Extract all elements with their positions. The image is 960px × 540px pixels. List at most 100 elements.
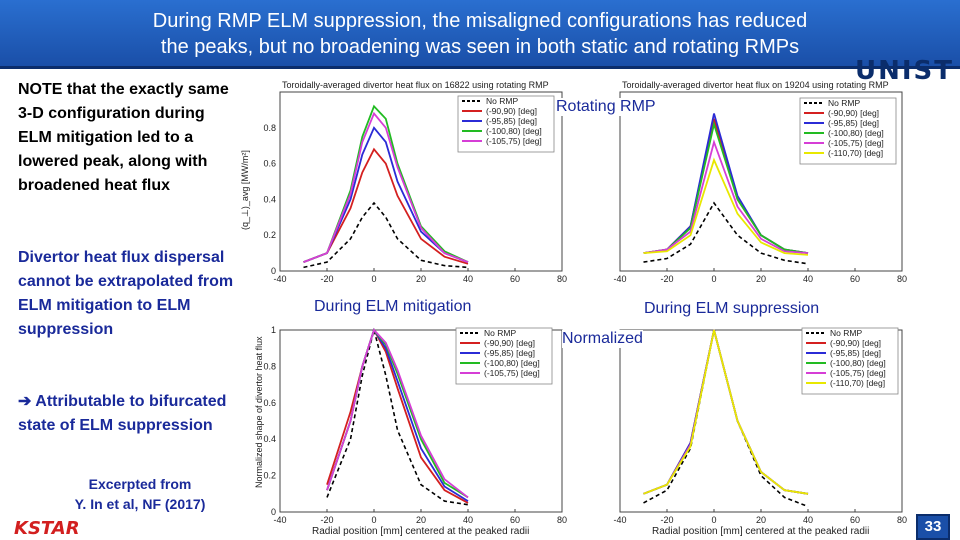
series-line [643, 329, 809, 495]
x-tick-label: 20 [756, 515, 766, 525]
plot-bottom-right: -40 -20 0 20 40 60 80 No RMP(-90,90) [deg](-95,… [613, 327, 907, 525]
page-number: 33 [916, 514, 950, 540]
series-line [326, 327, 469, 504]
x-tick-label: 20 [416, 274, 426, 284]
series-line [303, 147, 469, 265]
legend-box [457, 95, 555, 153]
x-tick-label: -20 [660, 515, 673, 525]
x-tick-label: 0 [711, 515, 716, 525]
plot-top-right: -40 -20 0 20 40 60 80 No RMP(-90,90) [deg](-95,… [613, 91, 907, 284]
legend-label: No RMP [828, 98, 860, 108]
note-text: NOTE that the exactly same 3-D configura… [18, 81, 229, 194]
plot-top-right-title: Toroidally-averaged divertor heat flux o… [622, 80, 889, 90]
x-tick-label: 80 [897, 274, 907, 284]
x-tick-label: 0 [371, 515, 376, 525]
x-tick-label: 40 [803, 274, 813, 284]
x-tick-label: 80 [557, 515, 567, 525]
legend-label: (-95,85) [deg] [830, 348, 881, 358]
legend-label: (-95,85) [deg] [828, 118, 879, 128]
x-tick-label: 60 [850, 515, 860, 525]
legend-label: (-90,90) [deg] [828, 108, 879, 118]
x-tick-label: 40 [463, 515, 473, 525]
legend-label: (-95,85) [deg] [486, 116, 537, 126]
y-tick-label: 0.4 [263, 434, 276, 444]
x-tick-label: 40 [803, 515, 813, 525]
x-tick-label: 60 [850, 274, 860, 284]
legend-label: No RMP [830, 328, 862, 338]
legend-label: (-105,75) [deg] [486, 136, 542, 146]
legend-label: (-110,70) [deg] [828, 148, 883, 158]
x-tick-label: 0 [371, 274, 376, 284]
plot-bottom-left-x-label: Radial position [mm] centered at the pea… [312, 526, 530, 537]
plot-bottom-right-x-label: Radial position [mm] centered at the pea… [652, 526, 870, 537]
y-tick-label: 0.2 [263, 230, 276, 240]
x-tick-label: -40 [273, 515, 286, 525]
plot-top-y-label: (q_⊥)_avg [MW/m²] [240, 150, 250, 230]
plot-bottom-y-label: Normalized shape of divertor heat flux [254, 336, 264, 488]
legend-label: (-100,80) [deg] [484, 358, 540, 368]
attribution-text: ➔ Attributable to bifurcated state of EL… [18, 393, 227, 434]
plot-top-left: -40 -20 0 20 40 60 80 0 0.2 0.4 0.6 0.8 No RMP(-90,9… [263, 91, 567, 284]
slide-title: During RMP ELM suppression, the misalign… [20, 8, 940, 60]
slide-title-line-1: During RMP ELM suppression, the misalign… [152, 10, 808, 32]
series-line [303, 111, 469, 263]
series-line [326, 326, 469, 506]
x-tick-label: -20 [660, 274, 673, 284]
legend-label: (-100,80) [deg] [486, 126, 542, 136]
x-tick-label: -20 [320, 274, 333, 284]
x-tick-label: 60 [510, 515, 520, 525]
unist-logo: UNIST [854, 56, 954, 86]
slide-title-line-2: the peaks, but no broadening was seen in… [160, 36, 800, 58]
callout-rotating: Rotating RMP [556, 98, 656, 116]
series-line [303, 126, 469, 263]
plot-bottom-left: -40 -20 0 20 40 60 80 0 0.2 0.4 0.6 0.8 1 No RMP(-90,… [263, 325, 567, 525]
x-tick-label: -40 [613, 515, 626, 525]
legend-label: (-100,80) [deg] [830, 358, 886, 368]
legend-label: No RMP [486, 96, 518, 106]
legend-label: (-105,75) [deg] [830, 368, 886, 378]
slide-title-bar: During RMP ELM suppression, the misalign… [0, 0, 960, 69]
x-tick-label: -20 [320, 515, 333, 525]
y-tick-label: 0 [271, 266, 276, 276]
legend-label: (-100,80) [deg] [828, 128, 884, 138]
x-tick-label: 80 [897, 515, 907, 525]
kstar-logo: KSTAR [14, 518, 80, 539]
y-tick-label: 0.2 [263, 471, 276, 481]
y-tick-label: 0.4 [263, 194, 276, 204]
legend-box [455, 327, 553, 385]
y-tick-label: 0.8 [263, 123, 276, 133]
x-tick-label: -40 [273, 274, 286, 284]
excerpt-citation: Excerpted from Y. In et al, NF (2017) [40, 474, 240, 514]
legend-label: (-105,75) [deg] [484, 368, 540, 378]
series-line [643, 139, 809, 254]
x-tick-label: 0 [711, 274, 716, 284]
legend-label: No RMP [484, 328, 516, 338]
legend-label: (-90,90) [deg] [484, 338, 535, 348]
legend-label: (-90,90) [deg] [830, 338, 881, 348]
plot-top-left-title: Toroidally-averaged divertor heat flux o… [282, 80, 549, 90]
legend-label: (-95,85) [deg] [484, 348, 535, 358]
callout-mitigation: During ELM mitigation [314, 298, 472, 316]
y-tick-label: 0.8 [263, 361, 276, 371]
y-tick-label: 0 [271, 507, 276, 517]
legend-label: (-110,70) [deg] [830, 378, 885, 388]
x-tick-label: 20 [756, 274, 766, 284]
callout-suppression: During ELM suppression [644, 300, 820, 318]
excerpt-line-2: Y. In et al, NF (2017) [74, 496, 206, 512]
x-tick-label: 40 [463, 274, 473, 284]
x-tick-label: 80 [557, 274, 567, 284]
y-tick-label: 0.6 [263, 398, 276, 408]
y-tick-label: 0.6 [263, 159, 276, 169]
divertor-text: Divertor heat flux dispersal cannot be e… [18, 249, 234, 338]
x-tick-label: -40 [613, 274, 626, 284]
y-tick-label: 1 [271, 325, 276, 335]
x-tick-label: 20 [416, 515, 426, 525]
legend-label: (-105,75) [deg] [828, 138, 884, 148]
series-line [643, 201, 809, 265]
series-line [326, 328, 469, 499]
excerpt-line-1: Excerpted from [88, 476, 192, 492]
x-tick-label: 60 [510, 274, 520, 284]
callout-normalized: Normalized [562, 330, 643, 348]
series-line [643, 157, 809, 256]
legend-label: (-90,90) [deg] [486, 106, 537, 116]
